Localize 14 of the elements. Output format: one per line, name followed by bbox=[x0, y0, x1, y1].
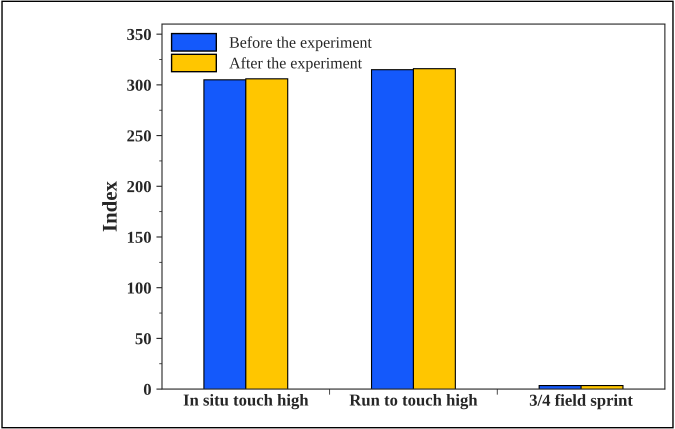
x-tick-label: Run to touch high bbox=[350, 394, 478, 410]
y-tick-label: 350 bbox=[127, 28, 151, 40]
y-tick-label: 200 bbox=[127, 180, 151, 192]
legend-label: Before the experiment bbox=[230, 36, 372, 52]
y-axis-title: Index bbox=[102, 181, 117, 232]
legend-label: After the experiment bbox=[229, 57, 362, 72]
y-tick-label: 250 bbox=[127, 130, 151, 142]
y-tick-label: 0 bbox=[144, 384, 151, 396]
y-tick-label: 50 bbox=[136, 333, 151, 344]
y-tick-label: 100 bbox=[128, 282, 151, 294]
x-tick-label: 3/4 field sprint bbox=[530, 394, 633, 410]
y-tick-label: 150 bbox=[128, 232, 151, 243]
x-tick-label: In situ touch high bbox=[184, 394, 308, 410]
y-tick-label: 300 bbox=[127, 80, 151, 91]
